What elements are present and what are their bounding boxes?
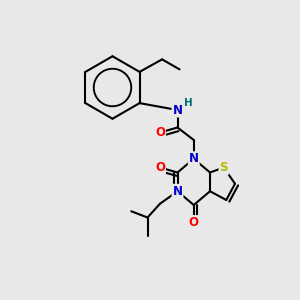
Text: O: O (155, 126, 165, 139)
Text: O: O (189, 216, 199, 229)
Text: N: N (172, 103, 182, 116)
Text: N: N (172, 185, 182, 198)
Text: S: S (220, 161, 228, 174)
Text: O: O (155, 161, 165, 174)
Text: N: N (189, 152, 199, 165)
Text: H: H (184, 98, 193, 107)
